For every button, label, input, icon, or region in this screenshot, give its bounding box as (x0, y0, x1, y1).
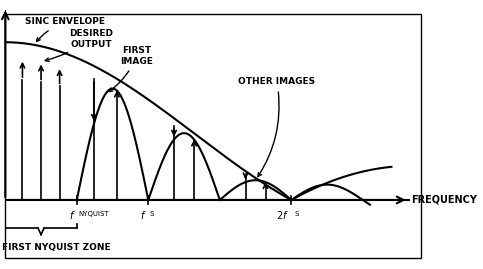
Text: FIRST NYQUIST ZONE: FIRST NYQUIST ZONE (2, 243, 111, 252)
Text: $f$: $f$ (140, 209, 147, 221)
Text: NYQUIST: NYQUIST (78, 211, 109, 217)
Text: $2f$: $2f$ (276, 209, 288, 221)
Text: $f$: $f$ (69, 209, 75, 221)
Text: S: S (294, 211, 298, 217)
Text: FIRST
IMAGE: FIRST IMAGE (109, 47, 153, 92)
Text: FREQUENCY: FREQUENCY (412, 195, 477, 205)
Text: DESIRED
OUTPUT: DESIRED OUTPUT (45, 29, 113, 61)
Text: SINC ENVELOPE: SINC ENVELOPE (25, 17, 105, 41)
Text: S: S (150, 211, 154, 217)
Text: OTHER IMAGES: OTHER IMAGES (239, 77, 315, 176)
